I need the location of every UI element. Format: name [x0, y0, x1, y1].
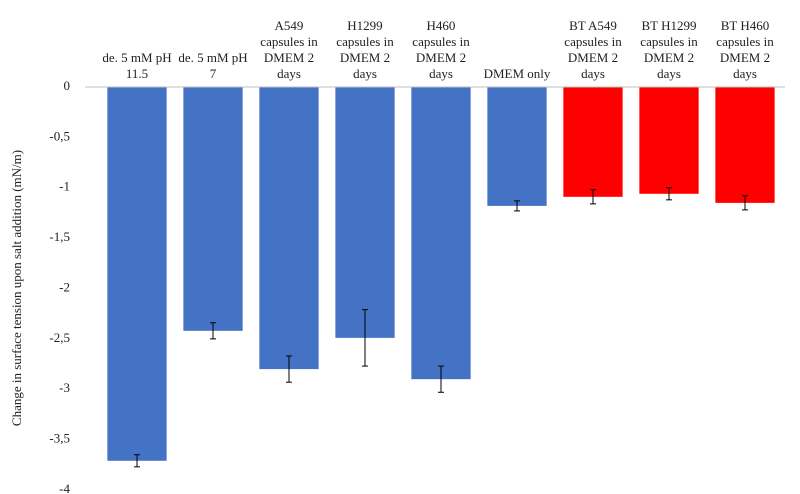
x-tick-label: H460 capsules in DMEM 2 days: [412, 18, 470, 81]
bar: [563, 87, 623, 197]
error-bar: [514, 200, 520, 212]
y-tick-label: -0,5: [49, 128, 70, 143]
error-bar: [362, 309, 368, 367]
error-bar: [438, 365, 444, 393]
y-tick-label: -1: [59, 179, 70, 194]
x-tick-label: DMEM only: [483, 66, 551, 81]
y-tick-label: -2,5: [49, 330, 70, 345]
x-tick-label: BT A549 capsules in DMEM 2 days: [564, 18, 622, 81]
x-tick-label: BT H460 capsules in DMEM 2 days: [716, 18, 774, 81]
error-bar: [742, 195, 748, 211]
x-tick-label: BT H1299 capsules in DMEM 2 days: [640, 18, 698, 81]
x-tick-label: H1299 capsules in DMEM 2 days: [336, 18, 394, 81]
bar: [183, 87, 243, 331]
error-bar: [210, 322, 216, 340]
y-axis-label: Change in surface tension upon salt addi…: [9, 150, 24, 426]
x-tick-label: de. 5 mM pH 11.5: [102, 50, 172, 81]
bar: [107, 87, 167, 461]
y-tick-label: -4: [59, 481, 70, 494]
bar: [715, 87, 775, 203]
error-bar: [590, 189, 596, 205]
y-tick-label: -3,5: [49, 431, 70, 446]
y-tick-label: -3: [59, 380, 70, 395]
y-tick-label: -2: [59, 279, 70, 294]
error-bar: [666, 187, 672, 201]
bar: [335, 87, 395, 338]
bar: [487, 87, 547, 206]
bar: [259, 87, 319, 370]
y-tick-label: -1,5: [49, 229, 70, 244]
bar: [411, 87, 471, 380]
x-tick-label: de. 5 mM pH 7: [178, 50, 248, 81]
error-bar: [286, 355, 292, 383]
x-tick-label: A549 capsules in DMEM 2 days: [260, 18, 318, 81]
bar: [639, 87, 699, 194]
error-bar: [134, 454, 140, 468]
y-tick-label: 0: [64, 78, 71, 93]
